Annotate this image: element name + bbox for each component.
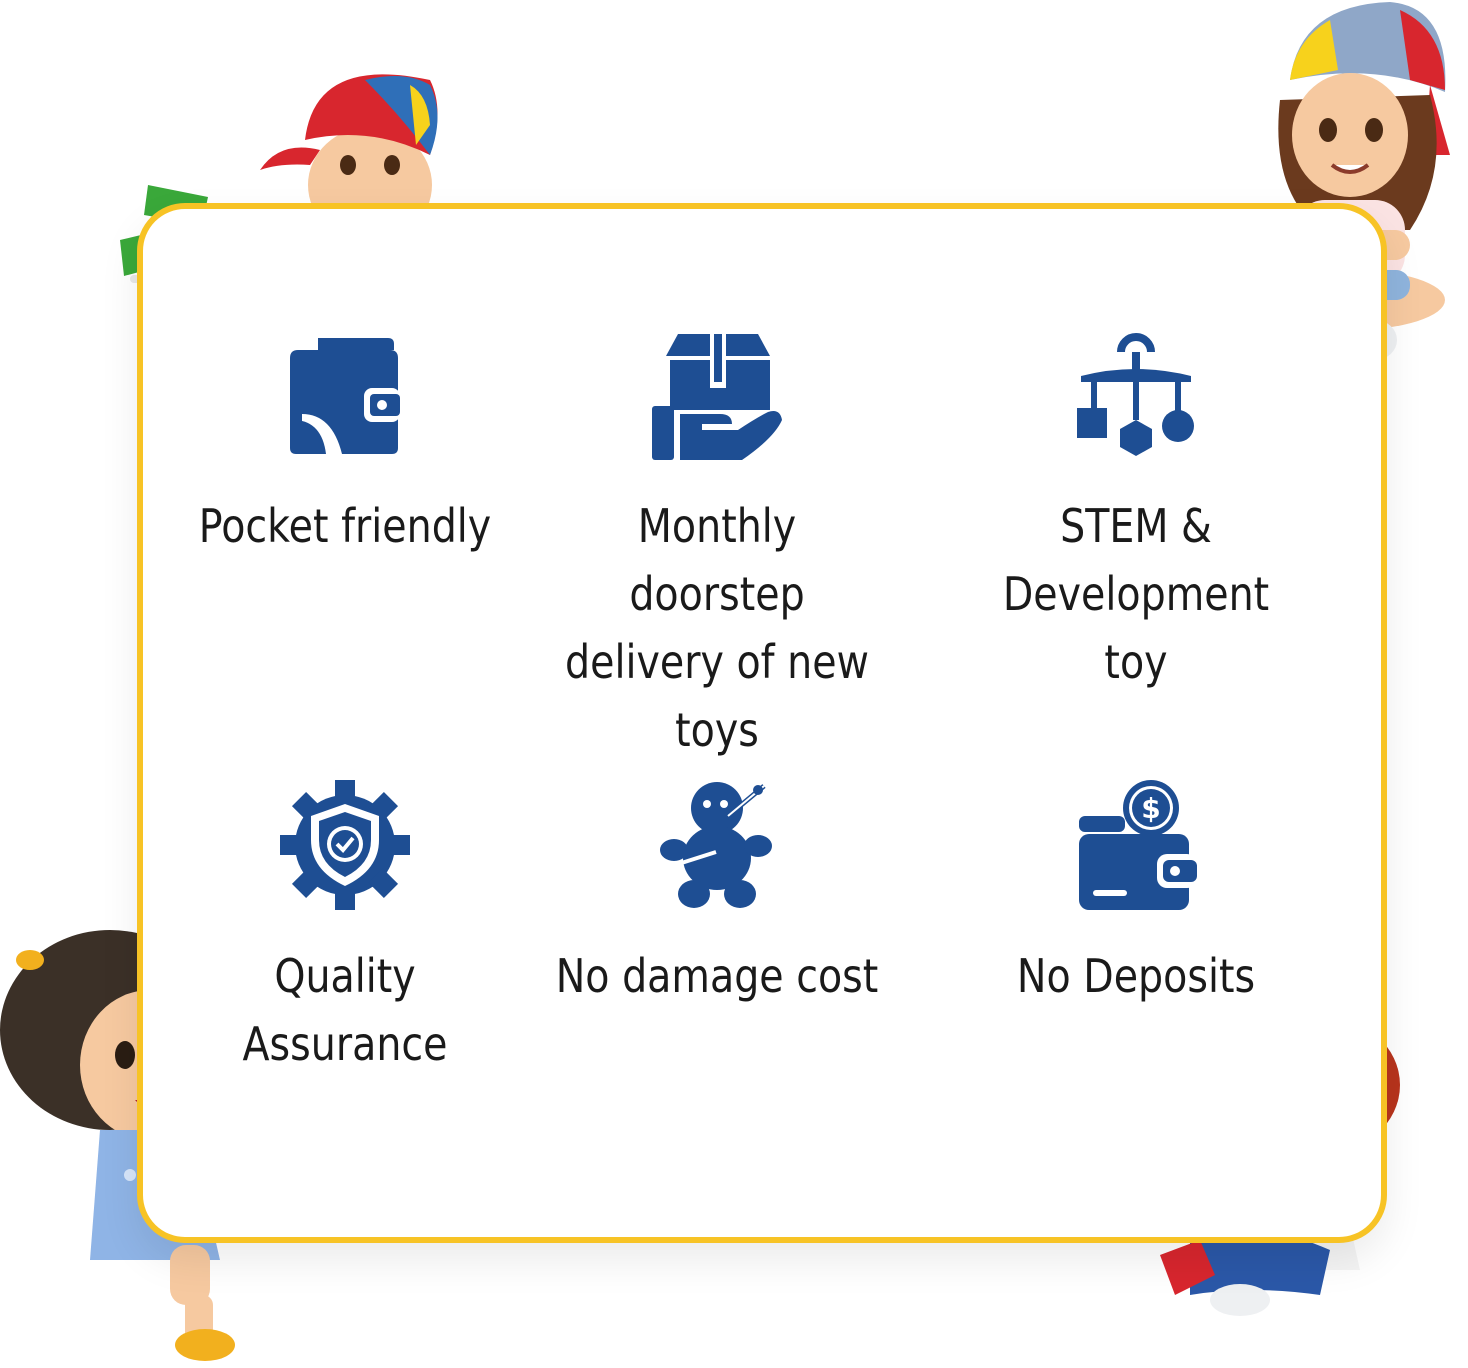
feature-quality-assurance: Quality Assurance [155,780,535,1078]
broken-toy-icon [660,782,772,908]
feature-no-damage-cost: No damage cost [527,780,907,1010]
box-in-hand-icon [652,332,782,460]
wallet-dollar-icon: $ [1079,780,1197,910]
svg-text:$: $ [1141,792,1160,825]
feature-label: Pocket friendly [198,499,492,553]
shield-check-gear-icon [280,780,410,910]
feature-label: No damage cost [555,949,879,1003]
feature-label: Monthly doorstep delivery of new toys [565,499,869,757]
feature-label: No Deposits [1016,949,1256,1003]
feature-stem-development: STEM & Development toy [946,330,1326,696]
feature-pocket-friendly: Pocket friendly [155,330,535,560]
wallet-icon [290,338,400,454]
hanging-mobile-icon [1077,333,1194,456]
feature-label: STEM & Development toy [1002,499,1270,689]
feature-no-deposits: $ No Deposits [946,780,1326,1010]
feature-monthly-delivery: Monthly doorstep delivery of new toys [527,330,907,764]
feature-label: Quality Assurance [242,949,448,1071]
